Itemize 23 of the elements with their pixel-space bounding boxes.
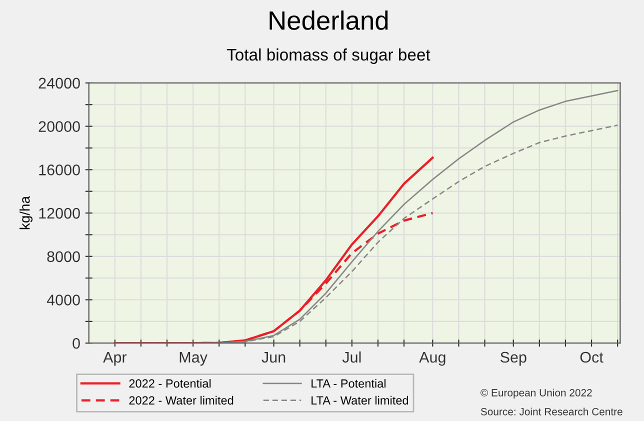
y-tick-label: 4000 — [46, 294, 80, 306]
y-tick-label: 0 — [72, 338, 80, 349]
legend-label: 2022 - Potential — [129, 379, 211, 388]
legend-label: 2022 - Water limited — [129, 396, 234, 405]
x-tick-label: Apr — [103, 352, 127, 366]
text: © European Union 2022 — [480, 388, 592, 398]
y-tick-label: 12000 — [39, 208, 80, 219]
y-tick-label: 20000 — [38, 121, 80, 132]
legend-label: LTA - Water limited — [312, 396, 408, 405]
y-tick-label: 8000 — [47, 251, 80, 262]
chart-title: Nederland — [270, 10, 388, 30]
chart-subtitle: Total biomass of sugar beet — [226, 48, 430, 64]
x-tick-label: Aug — [419, 352, 446, 366]
x-tick-label: Jun — [262, 352, 286, 363]
source-note: Source: Joint Research Centre — [480, 408, 622, 416]
x-tick-label: Sep — [500, 352, 526, 366]
y-tick-label: 16000 — [39, 164, 80, 176]
x-tick-label: May — [180, 352, 208, 366]
y-axis-title: kg/ha — [20, 196, 33, 230]
legend-label: LTA - Potential — [312, 379, 386, 388]
x-tick-label: Oct — [580, 352, 604, 363]
x-tick-label: Jul — [342, 351, 361, 363]
y-tick-label: 24000 — [38, 78, 80, 89]
